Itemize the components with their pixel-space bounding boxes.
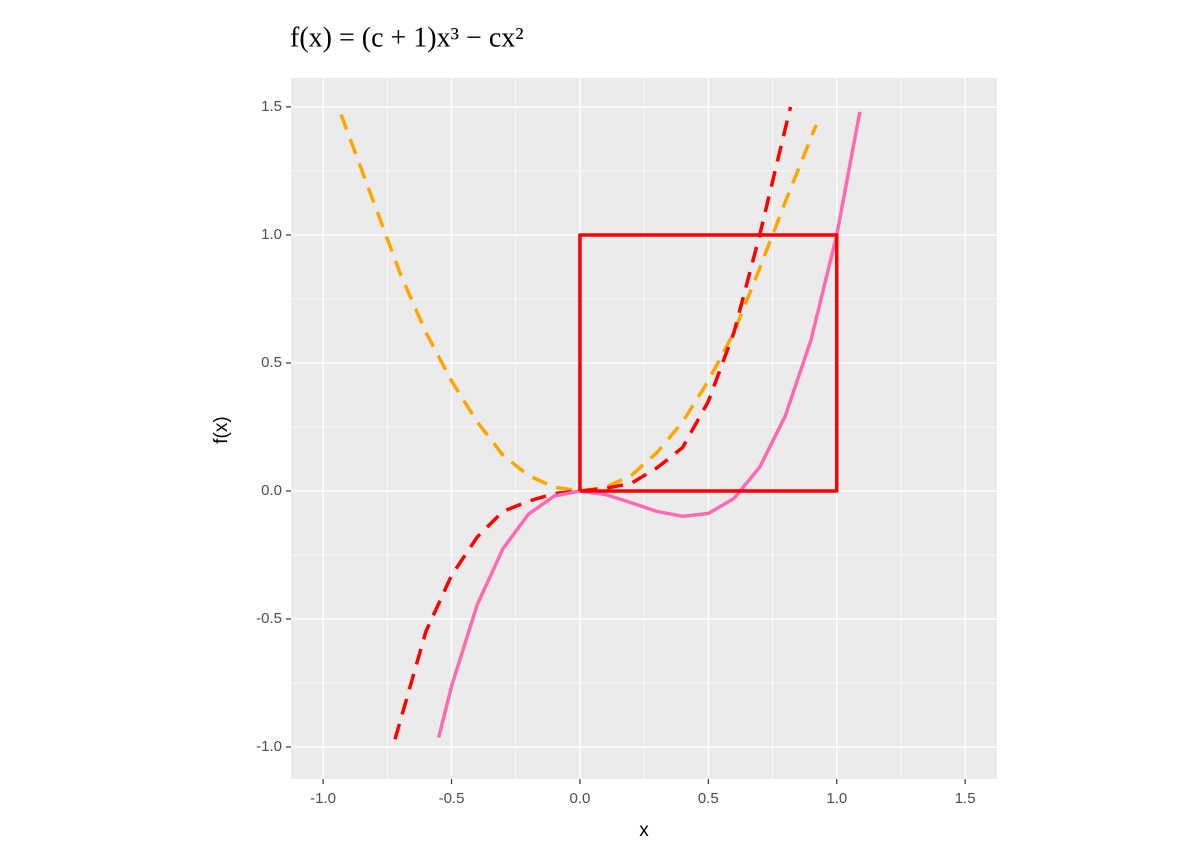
chart-title: f(x) = (c + 1)x³ − cx² (290, 22, 524, 53)
line (578, 233, 839, 493)
x-tick-label: -0.5 (439, 790, 465, 807)
y-axis-title: f(x) (211, 416, 232, 443)
y-tick-label: 1.0 (261, 226, 282, 243)
y-tick-label: -1.0 (256, 738, 282, 755)
x-tick-label: 1.5 (955, 790, 976, 807)
x-axis-title: x (639, 820, 649, 841)
marks (339, 106, 862, 740)
x-tick-label: 0.5 (698, 790, 719, 807)
y-tick-label: 1.5 (261, 98, 282, 115)
line (436, 111, 862, 738)
y-tick-label: 0.5 (261, 354, 282, 371)
y-tick-label: 0.0 (261, 482, 282, 499)
x-tick-label: 1.0 (826, 790, 847, 807)
x-tick-label: 0.0 (569, 790, 590, 807)
y-tick-label: -0.5 (256, 610, 282, 627)
x-tick-label: -1.0 (310, 790, 336, 807)
